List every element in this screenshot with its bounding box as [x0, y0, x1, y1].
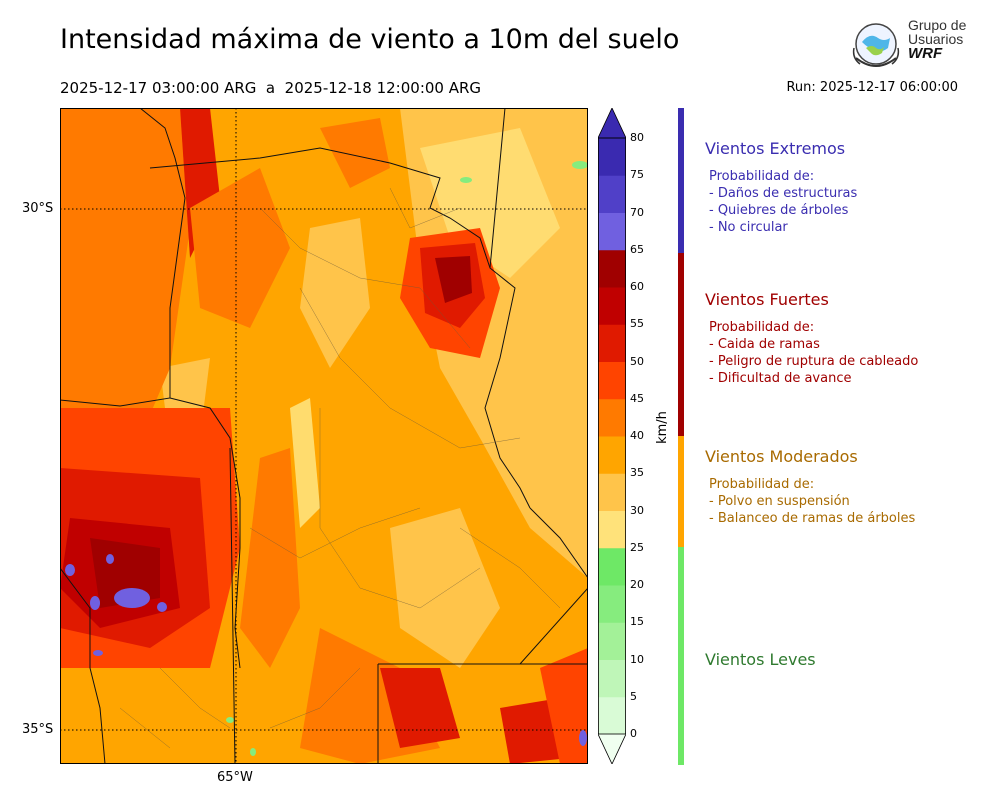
colorbar-tick-label: 10: [630, 652, 644, 666]
lat-label-30s: 30°S: [22, 201, 54, 216]
colorbar-unit: km/h: [654, 411, 670, 444]
wind-map: [60, 108, 588, 764]
colorbar-tick-label: 50: [630, 354, 644, 368]
category-leves: Vientos Leves: [705, 650, 816, 669]
chart-title: Intensidad máxima de viento a 10m del su…: [60, 24, 680, 55]
category-moderados: Vientos Moderados Probabilidad de: - Pol…: [705, 447, 915, 527]
gridlines: [60, 108, 588, 764]
colorbar-band: [598, 212, 626, 251]
colorbar-band: [598, 622, 626, 660]
category-item: - Daños de estructuras: [709, 186, 858, 201]
colorbar-band: [598, 138, 626, 176]
lon-label-65w: 65°W: [217, 770, 253, 785]
colorbar: [598, 108, 626, 764]
colorbar-band: [598, 249, 626, 288]
category-title: Vientos Moderados: [705, 447, 858, 466]
logo-line-2: Usuarios: [908, 31, 964, 47]
logo-line-3: WRF: [908, 45, 943, 62]
category-title: Vientos Leves: [705, 650, 816, 669]
province-borders: [60, 108, 588, 764]
category-title: Vientos Extremos: [705, 139, 846, 158]
wind-field: [60, 108, 588, 764]
category-item: - Peligro de ruptura de cableado: [709, 354, 919, 369]
colorbar-band: [598, 324, 626, 362]
colorbar-tick-label: 20: [630, 578, 644, 591]
colorbar-tick-label: 65: [630, 242, 644, 256]
colorbar-band: [598, 398, 626, 437]
colorbar-tick-label: 0: [630, 727, 637, 740]
colorbar-tick-label: 55: [630, 317, 644, 331]
colorbar-tick-label: 80: [630, 131, 644, 144]
category-item: - Caida de ramas: [709, 337, 820, 352]
colorbar-tick-label: 60: [630, 280, 644, 293]
category-item: - No circular: [709, 220, 788, 235]
logo-line-1: Grupo de: [908, 17, 967, 33]
category-intro: Probabilidad de:: [709, 477, 815, 492]
colorbar-tick-label: 40: [630, 429, 644, 442]
colorbar-band: [598, 473, 626, 511]
colorbar-extend-min: [598, 733, 626, 764]
band-leves: [678, 547, 684, 765]
category-fuertes: Vientos Fuertes Probabilidad de: - Caida…: [705, 290, 918, 387]
band-fuertes: [678, 253, 684, 436]
colorbar-tick-label: 30: [630, 503, 644, 517]
globe-icon: [852, 23, 900, 67]
category-intro: Probabilidad de:: [709, 320, 815, 335]
category-item: - Quiebres de árboles: [709, 203, 849, 218]
colorbar-band: [598, 585, 626, 623]
category-item: - Dificultad de avance: [709, 371, 852, 386]
colorbar-band: [598, 361, 626, 400]
band-moderados: [678, 436, 684, 547]
colorbar-tick-label: 75: [630, 168, 644, 182]
colorbar-tick-label: 35: [630, 466, 644, 480]
wrf-logo: Grupo de Usuarios WRF: [848, 18, 978, 74]
forecast-period: 2025-12-17 03:00:00 ARG a 2025-12-18 12:…: [60, 79, 482, 97]
category-title: Vientos Fuertes: [705, 290, 829, 309]
colorbar-tick-label: 70: [630, 205, 644, 219]
category-intro: Probabilidad de:: [709, 169, 815, 184]
colorbar-band: [598, 287, 626, 325]
colorbar-band: [598, 436, 626, 474]
colorbar-band: [598, 696, 626, 735]
colorbar-extend-max: [598, 108, 626, 139]
run-time: Run: 2025-12-17 06:00:00: [786, 80, 958, 95]
band-extremos: [678, 108, 684, 253]
map-frame: [60, 108, 588, 764]
colorbar-band: [598, 659, 626, 698]
department-borders: [119, 187, 561, 749]
colorbar-band: [598, 547, 626, 586]
colorbar-tick-label: 25: [630, 540, 644, 554]
colorbar-tick-label: 15: [630, 615, 644, 629]
colorbar-band: [598, 175, 626, 213]
colorbar-band: [598, 510, 626, 549]
category-item: - Polvo en suspensión: [709, 494, 850, 509]
category-extremos: Vientos Extremos Probabilidad de: - Daño…: [705, 139, 857, 236]
colorbar-frame: [598, 137, 626, 735]
colorbar-tick-label: 45: [630, 391, 644, 405]
lat-label-35s: 35°S: [22, 722, 54, 737]
colorbar-tick-label: 5: [630, 689, 637, 703]
category-item: - Balanceo de ramas de árboles: [709, 511, 916, 526]
